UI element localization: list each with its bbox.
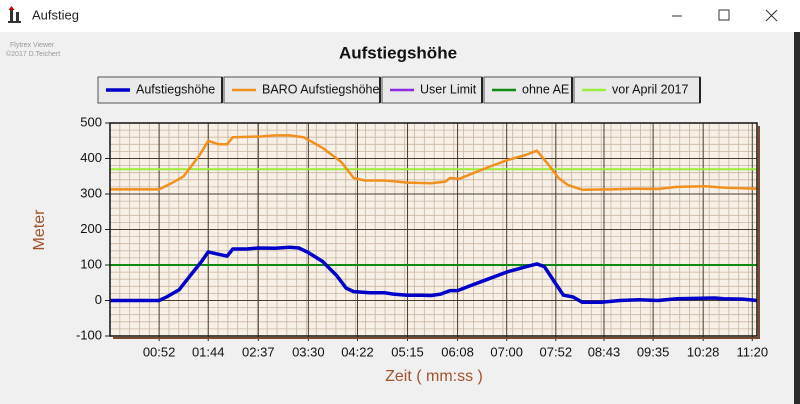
y-tick-label: -100: [76, 327, 102, 342]
title-bar: [0, 0, 800, 32]
legend: Aufstiegshöhe BARO Aufstiegshöhe User Limi…: [97, 76, 701, 104]
legend-item[interactable]: BARO Aufstiegshöhe: [223, 76, 381, 104]
x-tick-label: 03:30: [292, 344, 325, 359]
x-tick-label: 08:43: [588, 344, 621, 359]
watermark-line: Flytrex Viewer: [10, 42, 55, 49]
x-tick-label: 09:35: [637, 344, 670, 359]
y-tick-label: 300: [80, 185, 102, 200]
plot-frame: [109, 122, 758, 337]
x-tick-label: 11:20: [736, 344, 768, 359]
app-icon: [8, 6, 21, 23]
plot-area: -100 0 100 200 300 400 500 00:52 01:44 02:37 03:30…: [76, 114, 768, 359]
series-line: [110, 134, 758, 191]
y-tick-label: 100: [80, 256, 102, 271]
x-tick-label: 05:15: [391, 344, 424, 359]
y-tick-label: 500: [80, 114, 102, 129]
x-tick-label: 06:08: [441, 344, 474, 359]
y-tick-label: 200: [80, 221, 102, 236]
legend-item[interactable]: ohne AE: [483, 76, 573, 104]
y-tick-label: 0: [95, 292, 102, 307]
maximize-button[interactable]: [718, 9, 730, 21]
series-line: [110, 245, 758, 305]
legend-label: User Limit: [420, 82, 477, 96]
y-tick-label: 400: [80, 150, 102, 165]
legend-label: BARO Aufstiegshöhe: [262, 82, 379, 96]
legend-item[interactable]: User Limit: [381, 76, 483, 104]
legend-button[interactable]: [223, 76, 381, 104]
legend-item[interactable]: vor April 2017: [573, 76, 701, 104]
x-tick-label: 00:52: [143, 344, 176, 359]
legend-item[interactable]: Aufstiegshöhe: [97, 76, 223, 104]
window-title: Aufstieg: [32, 7, 79, 22]
side-border: [794, 32, 800, 404]
close-button[interactable]: [765, 9, 778, 22]
x-tick-label: 04:22: [341, 344, 374, 359]
x-tick-label: 07:52: [540, 344, 573, 359]
x-tick-label: 01:44: [192, 344, 225, 359]
legend-label: vor April 2017: [612, 82, 688, 96]
watermark-line: ©2017 D.Teichert: [6, 50, 60, 58]
x-tick-label: 10:28: [687, 344, 720, 359]
x-axis-label: Zeit ( mm:ss ): [385, 368, 483, 385]
y-axis-label: Meter: [31, 209, 48, 251]
legend-label: ohne AE: [522, 82, 569, 96]
chart-title: Aufstiegshöhe: [339, 43, 457, 62]
x-tick-label: 07:00: [490, 344, 523, 359]
x-tick-label: 02:37: [242, 344, 275, 359]
legend-label: Aufstiegshöhe: [136, 82, 215, 96]
